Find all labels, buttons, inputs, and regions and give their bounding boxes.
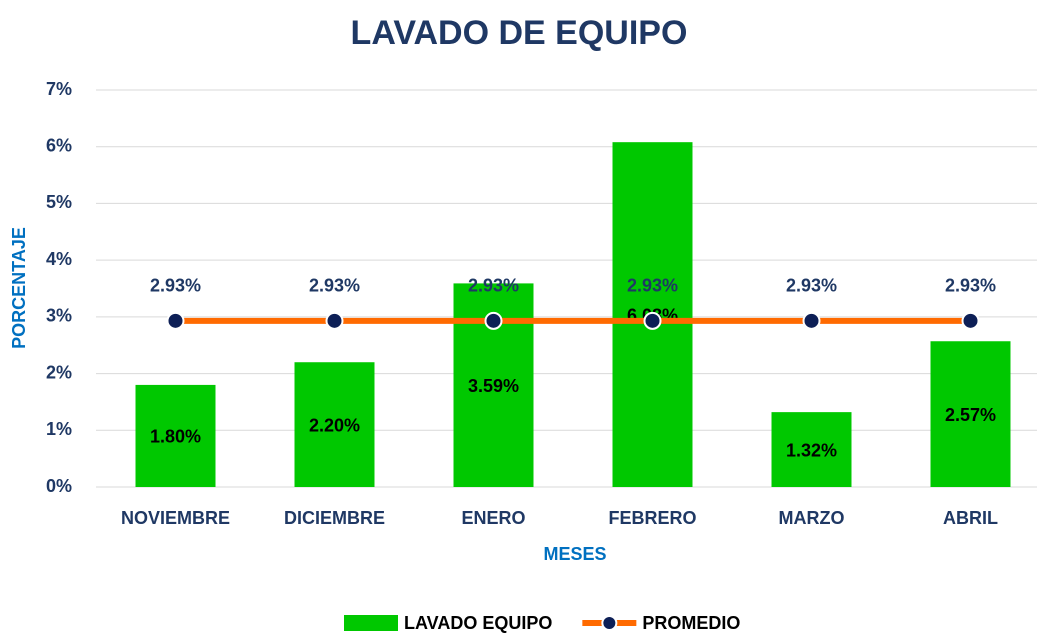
marker [325,311,344,330]
y-tick-label: 2% [46,362,72,382]
bar [771,412,852,487]
legend-label: LAVADO EQUIPO [404,613,552,633]
chart-title: LAVADO DE EQUIPO [351,14,688,52]
x-tick-label: DICIEMBRE [284,508,385,528]
x-tick-label: FEBRERO [608,508,696,528]
data-label: 2.20% [309,415,360,435]
marker [643,311,662,330]
y-axis-title: PORCENTAJE [9,227,29,349]
data-label: 1.32% [786,440,837,460]
bar [294,362,375,487]
y-tick-label: 1% [46,419,72,439]
data-label: 2.93% [468,276,519,296]
data-label: 2.93% [309,276,360,296]
y-tick-label: 5% [46,192,72,212]
x-axis-title: MESES [543,544,606,564]
data-label: 2.93% [627,276,678,296]
x-tick-label: MARZO [779,508,845,528]
y-tick-label: 0% [46,476,72,496]
y-tick-label: 3% [46,306,72,326]
data-label: 2.57% [945,405,996,425]
marker [961,311,980,330]
marker [484,311,503,330]
y-tick-label: 7% [46,79,72,99]
data-label: 3.59% [468,376,519,396]
data-label: 2.93% [786,276,837,296]
y-tick-label: 6% [46,135,72,155]
legend-swatch [344,615,398,631]
data-label: 2.93% [945,276,996,296]
x-tick-label: ENERO [461,508,525,528]
bar [930,341,1011,487]
marker [166,311,185,330]
x-tick-label: ABRIL [943,508,998,528]
y-tick-label: 4% [46,249,72,269]
data-label: 2.93% [150,276,201,296]
data-label: 1.80% [150,427,201,447]
x-tick-label: NOVIEMBRE [121,508,230,528]
bar [135,384,216,487]
legend-marker [601,615,618,631]
legend-label: PROMEDIO [642,613,740,633]
marker [802,311,821,330]
